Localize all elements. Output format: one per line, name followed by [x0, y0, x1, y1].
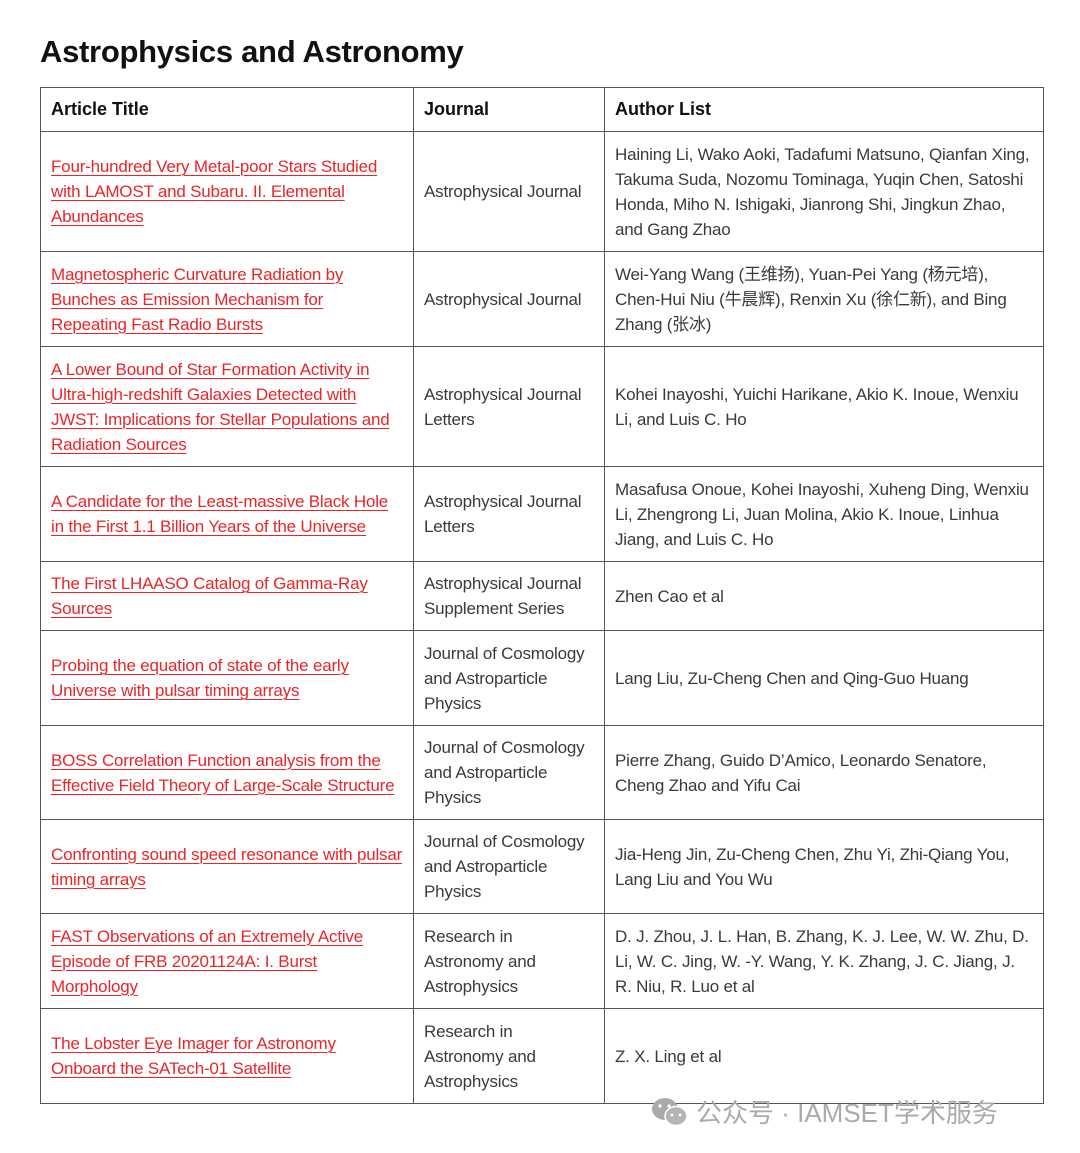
article-link[interactable]: Probing the equation of state of the ear…	[51, 656, 349, 700]
wechat-icon	[652, 1097, 688, 1126]
header-author-list: Author List	[604, 87, 1044, 132]
article-title-cell: A Candidate for the Least-massive Black …	[40, 466, 414, 562]
journal-cell: Journal of Cosmology and Astroparticle P…	[413, 630, 605, 726]
table-row: The First LHAASO Catalog of Gamma-Ray So…	[40, 561, 1044, 631]
author-list-cell: Kohei Inayoshi, Yuichi Harikane, Akio K.…	[604, 346, 1044, 467]
table-row: Probing the equation of state of the ear…	[40, 630, 1044, 726]
article-link[interactable]: Four-hundred Very Metal-poor Stars Studi…	[51, 157, 378, 226]
table-row: Magnetospheric Curvature Radiation by Bu…	[40, 251, 1044, 347]
journal-cell: Astrophysical Journal Supplement Series	[413, 561, 605, 631]
journal-cell: Journal of Cosmology and Astroparticle P…	[413, 819, 605, 914]
author-list-cell: Pierre Zhang, Guido D’Amico, Leonardo Se…	[604, 725, 1044, 820]
author-list-cell: Lang Liu, Zu-Cheng Chen and Qing-Guo Hua…	[604, 630, 1044, 726]
watermark: 公众号 · IAMSET学术服务	[650, 1093, 998, 1130]
table-row: The Lobster Eye Imager for Astronomy Onb…	[40, 1008, 1044, 1104]
article-link[interactable]: FAST Observations of an Extremely Active…	[51, 926, 363, 996]
table-row: A Candidate for the Least-massive Black …	[40, 466, 1044, 562]
author-list-cell: D. J. Zhou, J. L. Han, B. Zhang, K. J. L…	[604, 913, 1044, 1009]
watermark-text: 公众号 · IAMSET学术服务	[696, 1098, 998, 1128]
article-link[interactable]: BOSS Correlation Function analysis from …	[51, 750, 395, 795]
article-title-cell: Magnetospheric Curvature Radiation by Bu…	[40, 251, 414, 347]
table-row: Confronting sound speed resonance with p…	[40, 819, 1044, 914]
journal-cell: Journal of Cosmology and Astroparticle P…	[413, 725, 605, 820]
header-article-title: Article Title	[40, 87, 414, 132]
article-title-cell: BOSS Correlation Function analysis from …	[40, 725, 414, 820]
author-list-cell: Wei-Yang Wang (王维扬), Yuan-Pei Yang (杨元培)…	[604, 251, 1044, 347]
journal-cell: Research in Astronomy and Astrophysics	[413, 913, 605, 1009]
journal-cell: Astrophysical Journal Letters	[413, 466, 605, 562]
author-list-cell: Jia-Heng Jin, Zu-Cheng Chen, Zhu Yi, Zhi…	[604, 819, 1044, 914]
article-link[interactable]: The First LHAASO Catalog of Gamma-Ray So…	[51, 574, 368, 618]
author-list-cell: Zhen Cao et al	[604, 561, 1044, 631]
author-list-cell: Haining Li, Wako Aoki, Tadafumi Matsuno,…	[604, 131, 1044, 252]
article-title-cell: FAST Observations of an Extremely Active…	[40, 913, 414, 1009]
article-title-cell: Four-hundred Very Metal-poor Stars Studi…	[40, 131, 414, 252]
journal-cell: Astrophysical Journal Letters	[413, 346, 605, 467]
article-link[interactable]: A Lower Bound of Star Formation Activity…	[51, 359, 390, 454]
author-list-cell: Z. X. Ling et al	[604, 1008, 1044, 1104]
article-title-cell: The First LHAASO Catalog of Gamma-Ray So…	[40, 561, 414, 631]
table-row: Four-hundred Very Metal-poor Stars Studi…	[40, 131, 1044, 252]
article-link[interactable]: Confronting sound speed resonance with p…	[51, 844, 403, 889]
journal-cell: Astrophysical Journal	[413, 131, 605, 252]
author-list-cell: Masafusa Onoue, Kohei Inayoshi, Xuheng D…	[604, 466, 1044, 562]
page-title: Astrophysics and Astronomy	[40, 34, 464, 69]
article-title-cell: Confronting sound speed resonance with p…	[40, 819, 414, 914]
article-title-cell: Probing the equation of state of the ear…	[40, 630, 414, 726]
article-title-cell: A Lower Bound of Star Formation Activity…	[40, 346, 414, 467]
journal-cell: Astrophysical Journal	[413, 251, 605, 347]
articles-table: Article Title Journal Author List Four-h…	[40, 87, 1044, 1104]
header-journal: Journal	[413, 87, 605, 132]
article-link[interactable]: A Candidate for the Least-massive Black …	[51, 492, 389, 536]
table-header-row: Article Title Journal Author List	[40, 87, 1044, 132]
article-title-cell: The Lobster Eye Imager for Astronomy Onb…	[40, 1008, 414, 1104]
article-link[interactable]: Magnetospheric Curvature Radiation by Bu…	[51, 264, 344, 334]
journal-cell: Research in Astronomy and Astrophysics	[413, 1008, 605, 1104]
table-row: FAST Observations of an Extremely Active…	[40, 913, 1044, 1009]
table-row: BOSS Correlation Function analysis from …	[40, 725, 1044, 820]
table-row: A Lower Bound of Star Formation Activity…	[40, 346, 1044, 467]
article-link[interactable]: The Lobster Eye Imager for Astronomy Onb…	[51, 1034, 336, 1078]
